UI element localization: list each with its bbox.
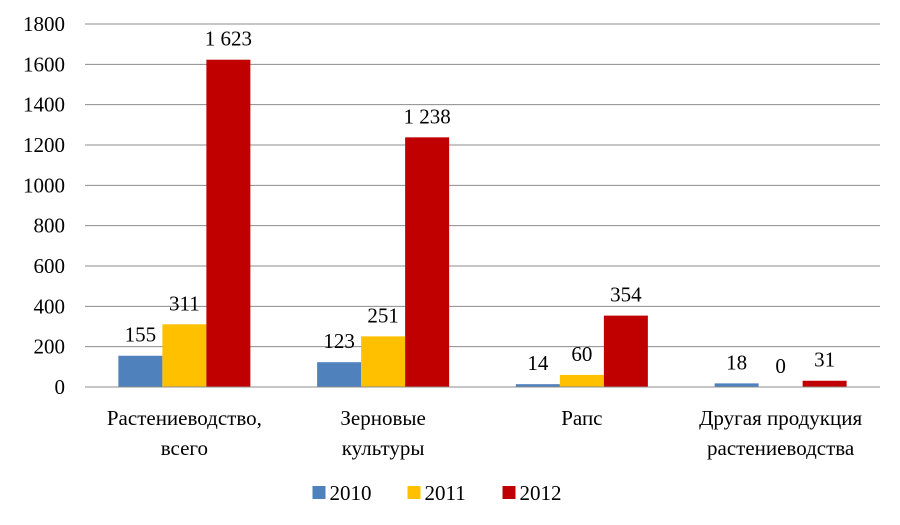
legend-label: 2010 — [330, 481, 372, 505]
data-label: 31 — [814, 348, 835, 372]
legend-swatch-2012 — [502, 486, 516, 499]
gridlines — [85, 23, 880, 348]
bar-2012 — [206, 59, 251, 387]
bar-2011 — [162, 324, 207, 387]
data-label: 354 — [610, 283, 642, 307]
bar-2012 — [603, 315, 648, 387]
data-label: 311 — [169, 291, 200, 315]
data-label: 1 238 — [404, 104, 451, 128]
y-tick-label: 1200 — [23, 133, 65, 157]
y-tick-label: 0 — [55, 375, 66, 399]
legend-swatch-2011 — [407, 486, 421, 499]
data-label: 14 — [527, 351, 549, 375]
y-tick-label: 1000 — [23, 173, 65, 197]
x-category-label: Другая продукция — [699, 406, 862, 430]
data-label: 1 623 — [205, 27, 252, 51]
data-label: 155 — [125, 323, 157, 347]
y-tick-label: 400 — [34, 294, 66, 318]
y-tick-label: 600 — [34, 254, 66, 278]
y-tick-label: 1800 — [23, 12, 65, 36]
data-label: 60 — [571, 342, 592, 366]
bar-2010 — [714, 383, 759, 387]
data-label: 0 — [775, 354, 786, 378]
x-category-label: растениеводства — [707, 436, 855, 460]
bar-2012 — [405, 137, 450, 387]
y-axis-ticks: 0 200 400 600 800 1000 1200 1400 1600 1800 — [23, 12, 65, 399]
x-category-label: всего — [161, 436, 208, 460]
bar-2012 — [802, 380, 847, 387]
legend-label: 2011 — [425, 481, 466, 505]
y-tick-label: 200 — [34, 335, 66, 359]
bar-2010 — [118, 355, 163, 387]
bars — [118, 59, 847, 387]
legend-label: 2012 — [520, 481, 562, 505]
data-label: 251 — [367, 303, 399, 327]
x-category-label: культуры — [342, 436, 425, 460]
data-label: 123 — [323, 329, 355, 353]
y-tick-label: 800 — [34, 214, 66, 238]
x-category-label: Зерновые — [340, 406, 425, 430]
legend-swatch-2010 — [312, 486, 326, 499]
y-tick-label: 1600 — [23, 52, 65, 76]
bar-2010 — [515, 384, 560, 387]
x-category-label: Рапс — [561, 406, 602, 430]
bar-2011 — [559, 374, 604, 387]
category-labels: Растениеводство, всего Зерновые культуры Рап… — [107, 406, 863, 460]
legend: 2010 2011 2012 — [312, 481, 562, 505]
bar-2010 — [317, 362, 362, 387]
y-tick-label: 1400 — [23, 93, 65, 117]
bar-2011 — [361, 336, 406, 387]
data-labels: 155 311 1 623 123 251 1 238 14 60 354 18 0 31 — [125, 27, 836, 378]
data-label: 18 — [726, 350, 747, 374]
x-category-label: Растениеводство, — [107, 406, 262, 430]
